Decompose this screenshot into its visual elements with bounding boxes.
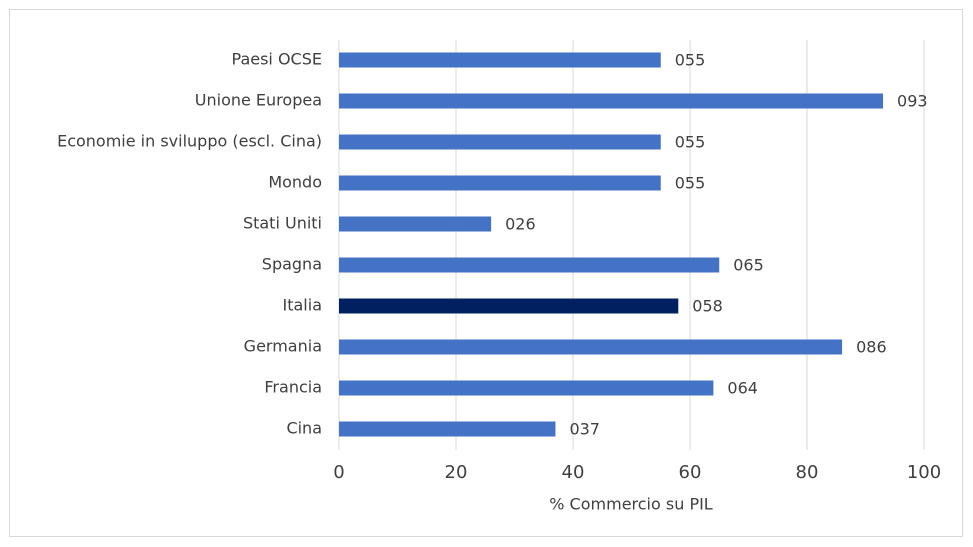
y-tick-label: Stati Uniti [243, 214, 322, 233]
y-tick-label: Spagna [262, 255, 322, 274]
bar [339, 175, 661, 191]
value-label: 055 [675, 51, 706, 70]
y-tick-label: Economie in sviluppo (escl. Cina) [57, 132, 322, 151]
value-label: 086 [856, 338, 887, 357]
bar [339, 93, 884, 109]
bar [339, 216, 492, 232]
x-tick-label: 20 [445, 462, 468, 483]
x-tick-label: 100 [907, 462, 941, 483]
bar [339, 298, 679, 314]
x-tick-label: 40 [562, 462, 585, 483]
value-label: 058 [692, 297, 723, 316]
y-tick-label: Unione Europea [195, 91, 322, 110]
bar [339, 421, 556, 437]
x-tick-label: 0 [333, 462, 344, 483]
y-tick-label: Cina [286, 419, 322, 438]
value-label: 055 [675, 174, 706, 193]
value-label: 064 [727, 379, 758, 398]
y-tick-label: Germania [244, 337, 322, 356]
y-tick-label: Italia [283, 296, 323, 315]
value-label: 055 [675, 133, 706, 152]
value-label: 037 [569, 420, 600, 439]
y-tick-label: Paesi OCSE [232, 50, 322, 69]
y-tick-label: Mondo [268, 173, 322, 192]
x-axis-label: % Commercio su PIL [549, 495, 713, 514]
value-label: 026 [505, 215, 536, 234]
bar [339, 380, 714, 396]
value-label: 093 [897, 92, 928, 111]
y-tick-label: Francia [264, 378, 322, 397]
bar [339, 134, 661, 150]
value-label: 065 [733, 256, 764, 275]
bar [339, 339, 843, 355]
bar [339, 257, 720, 273]
x-tick-label: 60 [679, 462, 702, 483]
bar [339, 52, 661, 68]
x-tick-label: 80 [796, 462, 819, 483]
chart-border [9, 9, 963, 537]
